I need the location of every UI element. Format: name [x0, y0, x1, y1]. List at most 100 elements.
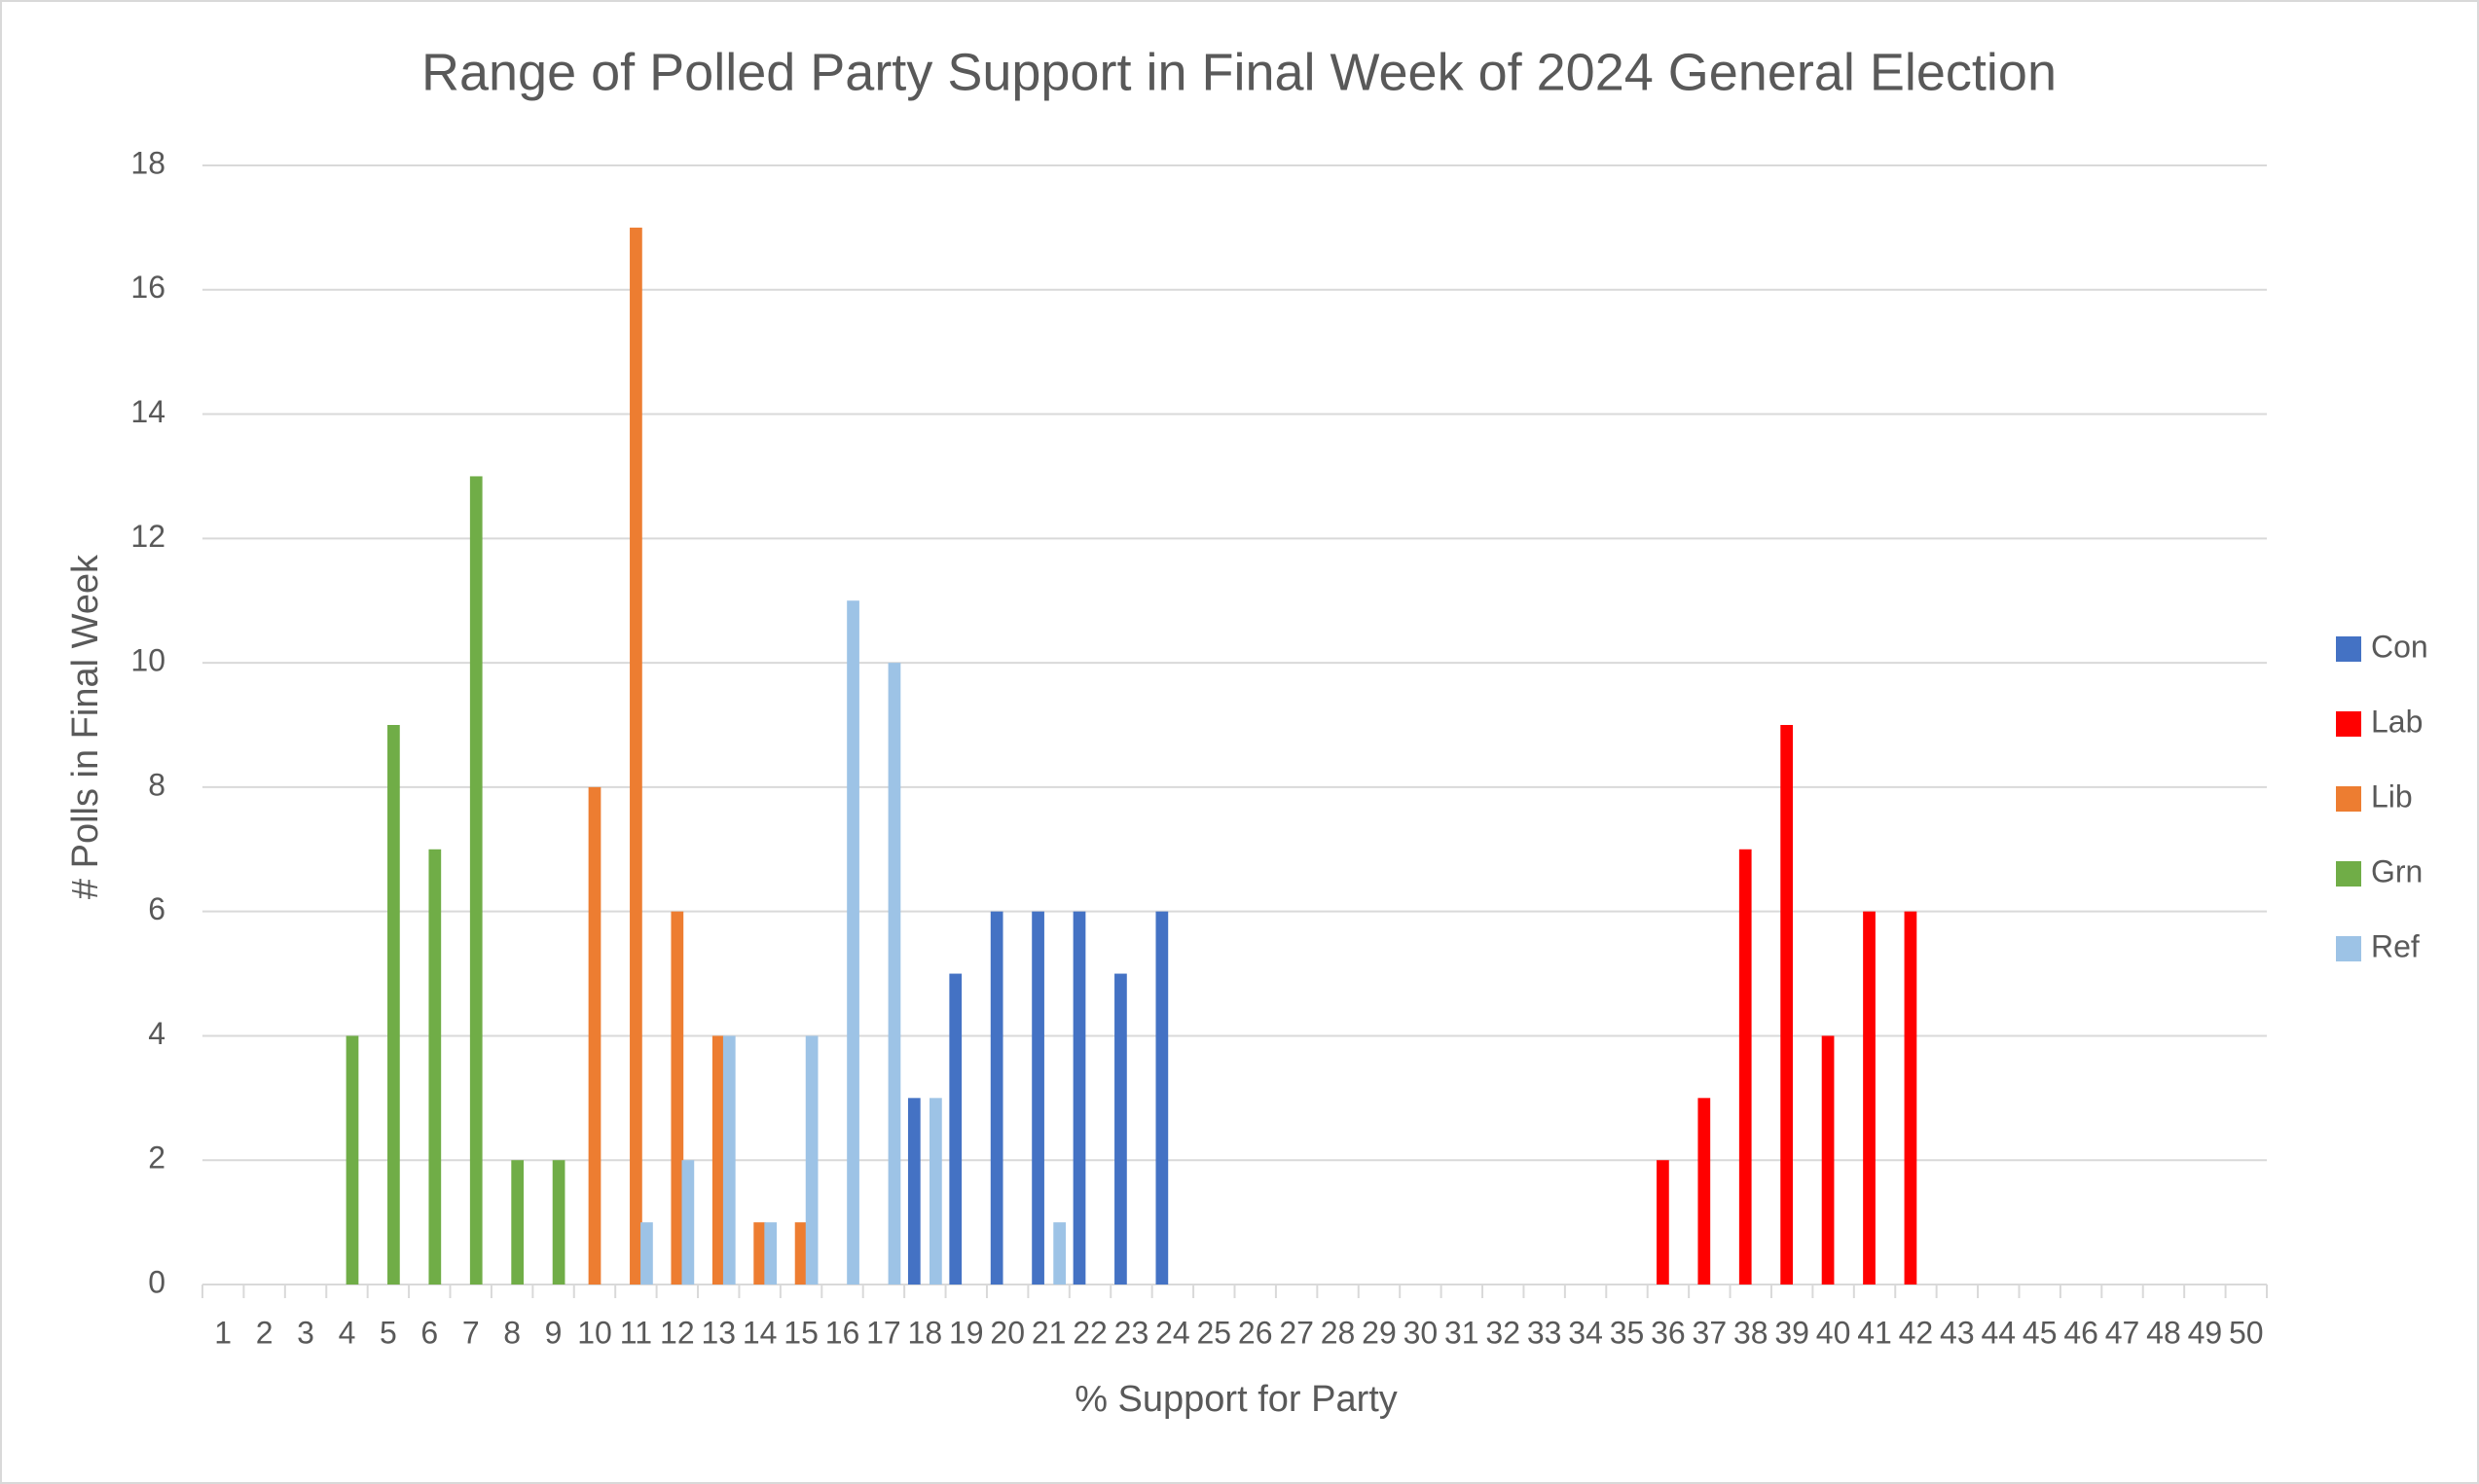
legend-swatch [2336, 636, 2361, 662]
x-tick-label: 33 [1527, 1315, 1562, 1350]
bar [1155, 911, 1169, 1285]
bar [930, 1098, 942, 1285]
x-tick-label: 43 [1940, 1315, 1975, 1350]
chart-title: Range of Polled Party Support in Final W… [421, 43, 2057, 101]
bar [949, 973, 963, 1285]
bar [1697, 1098, 1711, 1285]
x-tick-label: 4 [339, 1315, 356, 1350]
bar [1657, 1160, 1669, 1285]
legend-swatch [2336, 711, 2361, 737]
x-tick-label: 3 [297, 1315, 314, 1350]
bar [588, 786, 602, 1285]
bar [805, 1035, 819, 1285]
bar [640, 1222, 653, 1285]
y-tick-label: 4 [148, 1016, 165, 1051]
x-tick-label: 41 [1857, 1315, 1892, 1350]
bar [847, 600, 859, 1285]
x-tick-label: 1 [214, 1315, 232, 1350]
bar [907, 1098, 921, 1285]
y-tick-label: 6 [148, 891, 165, 926]
bar [387, 725, 400, 1285]
y-tick-label: 12 [130, 519, 165, 554]
x-tick-label: 19 [949, 1315, 984, 1350]
bar [1114, 973, 1127, 1285]
x-tick-label: 6 [420, 1315, 438, 1350]
bar [1738, 849, 1752, 1285]
bar [671, 911, 684, 1285]
x-tick-label: 36 [1651, 1315, 1686, 1350]
x-tick-label: 24 [1155, 1315, 1190, 1350]
y-tick-label: 14 [130, 394, 165, 429]
x-tick-label: 38 [1733, 1315, 1768, 1350]
bar [1904, 911, 1917, 1285]
bar [1073, 911, 1086, 1285]
legend-label: Ref [2371, 928, 2420, 963]
y-tick-label: 8 [148, 767, 165, 802]
x-tick-label: 12 [660, 1315, 695, 1350]
x-tick-label: 26 [1238, 1315, 1273, 1350]
x-tick-label: 17 [866, 1315, 901, 1350]
bar [681, 1160, 695, 1285]
legend-label: Con [2371, 629, 2428, 664]
x-tick-label: 48 [2146, 1315, 2181, 1350]
bar [469, 476, 483, 1285]
bar [1053, 1222, 1067, 1285]
y-tick-label: 18 [130, 145, 165, 180]
x-tick-label: 23 [1114, 1315, 1149, 1350]
bar [1863, 911, 1876, 1285]
x-tick-label: 13 [701, 1315, 736, 1350]
x-tick-label: 7 [462, 1315, 480, 1350]
x-tick-label: 47 [2105, 1315, 2140, 1350]
x-tick-label: 8 [503, 1315, 521, 1350]
x-tick-label: 42 [1899, 1315, 1934, 1350]
legend-label: Lib [2371, 778, 2413, 814]
bar [346, 1035, 359, 1285]
x-tick-label: 30 [1404, 1315, 1439, 1350]
x-tick-label: 34 [1568, 1315, 1603, 1350]
x-tick-label: 49 [2188, 1315, 2223, 1350]
x-tick-label: 9 [545, 1315, 563, 1350]
x-tick-label: 16 [825, 1315, 860, 1350]
x-tick-label: 14 [743, 1315, 778, 1350]
x-tick-label: 22 [1073, 1315, 1108, 1350]
legend-label: Lab [2371, 704, 2423, 739]
x-tick-label: 29 [1362, 1315, 1397, 1350]
bar [552, 1160, 565, 1285]
legend-swatch [2336, 861, 2361, 887]
x-tick-label: 28 [1321, 1315, 1356, 1350]
bar [990, 911, 1003, 1285]
x-tick-label: 2 [256, 1315, 273, 1350]
x-tick-label: 39 [1774, 1315, 1809, 1350]
y-tick-label: 16 [130, 270, 165, 305]
x-tick-label: 44 [1981, 1315, 2016, 1350]
bar [888, 663, 901, 1285]
y-axis-label: # Polls in Final Week [65, 554, 106, 899]
y-tick-label: 10 [130, 643, 165, 678]
y-tick-label: 2 [148, 1140, 165, 1176]
x-tick-label: 5 [380, 1315, 397, 1350]
x-tick-label: 35 [1610, 1315, 1645, 1350]
x-tick-label: 10 [577, 1315, 612, 1350]
x-tick-label: 21 [1032, 1315, 1067, 1350]
x-tick-label: 45 [2023, 1315, 2058, 1350]
x-tick-label: 32 [1485, 1315, 1520, 1350]
legend-label: Grn [2371, 853, 2423, 888]
x-tick-label: 18 [908, 1315, 943, 1350]
bar [711, 1035, 725, 1285]
legend-swatch [2336, 936, 2361, 961]
bar [630, 227, 642, 1285]
x-tick-label: 40 [1816, 1315, 1851, 1350]
x-tick-label: 15 [784, 1315, 819, 1350]
bar [1821, 1035, 1835, 1285]
bar [1032, 911, 1044, 1285]
x-tick-label: 20 [990, 1315, 1025, 1350]
bar [722, 1035, 736, 1285]
x-tick-label: 31 [1444, 1315, 1479, 1350]
x-axis-label: % Support for Party [1075, 1379, 1398, 1420]
bar [511, 1160, 525, 1285]
x-tick-label: 37 [1693, 1315, 1728, 1350]
bar [1780, 725, 1794, 1285]
legend-swatch [2336, 786, 2361, 812]
